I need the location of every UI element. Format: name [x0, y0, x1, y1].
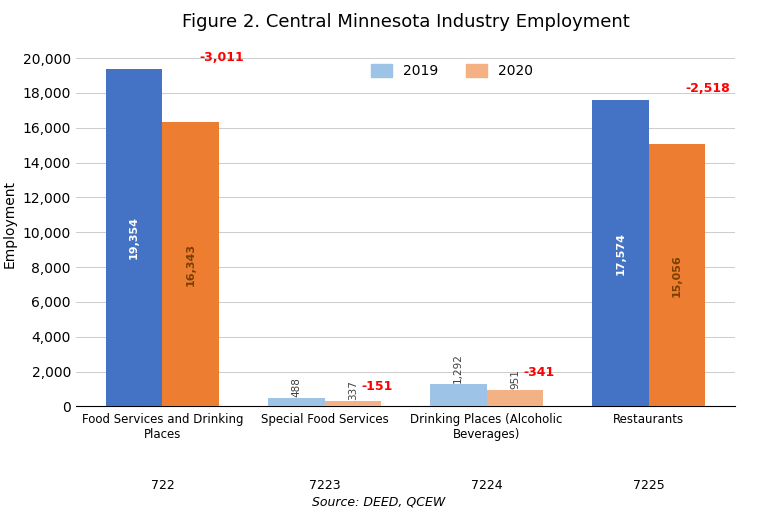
Legend: 2019, 2020: 2019, 2020 [365, 58, 538, 84]
Text: 7225: 7225 [633, 479, 665, 492]
Text: -2,518: -2,518 [685, 82, 730, 96]
Bar [162, 122, 219, 406]
Bar [430, 384, 487, 406]
Text: 15,056: 15,056 [672, 254, 682, 297]
Bar [324, 400, 381, 406]
Bar [106, 69, 162, 406]
Y-axis label: Employment: Employment [3, 179, 17, 268]
Text: 16,343: 16,343 [186, 243, 196, 285]
Text: 7223: 7223 [309, 479, 340, 492]
Text: -341: -341 [523, 366, 554, 379]
Text: 951: 951 [510, 369, 520, 389]
Text: 488: 488 [291, 377, 301, 397]
Text: 7224: 7224 [471, 479, 503, 492]
Bar [649, 144, 705, 406]
Bar [487, 390, 543, 406]
Text: -3,011: -3,011 [199, 51, 243, 65]
Text: -151: -151 [361, 380, 393, 393]
Text: 17,574: 17,574 [615, 232, 625, 275]
Text: 337: 337 [348, 380, 358, 400]
Text: Source: DEED, QCEW: Source: DEED, QCEW [312, 495, 446, 508]
Text: 19,354: 19,354 [129, 216, 139, 260]
Bar [592, 100, 649, 406]
Text: 722: 722 [151, 479, 174, 492]
Text: 1,292: 1,292 [453, 354, 463, 383]
Bar [268, 398, 324, 406]
Title: Figure 2. Central Minnesota Industry Employment: Figure 2. Central Minnesota Industry Emp… [182, 13, 629, 31]
